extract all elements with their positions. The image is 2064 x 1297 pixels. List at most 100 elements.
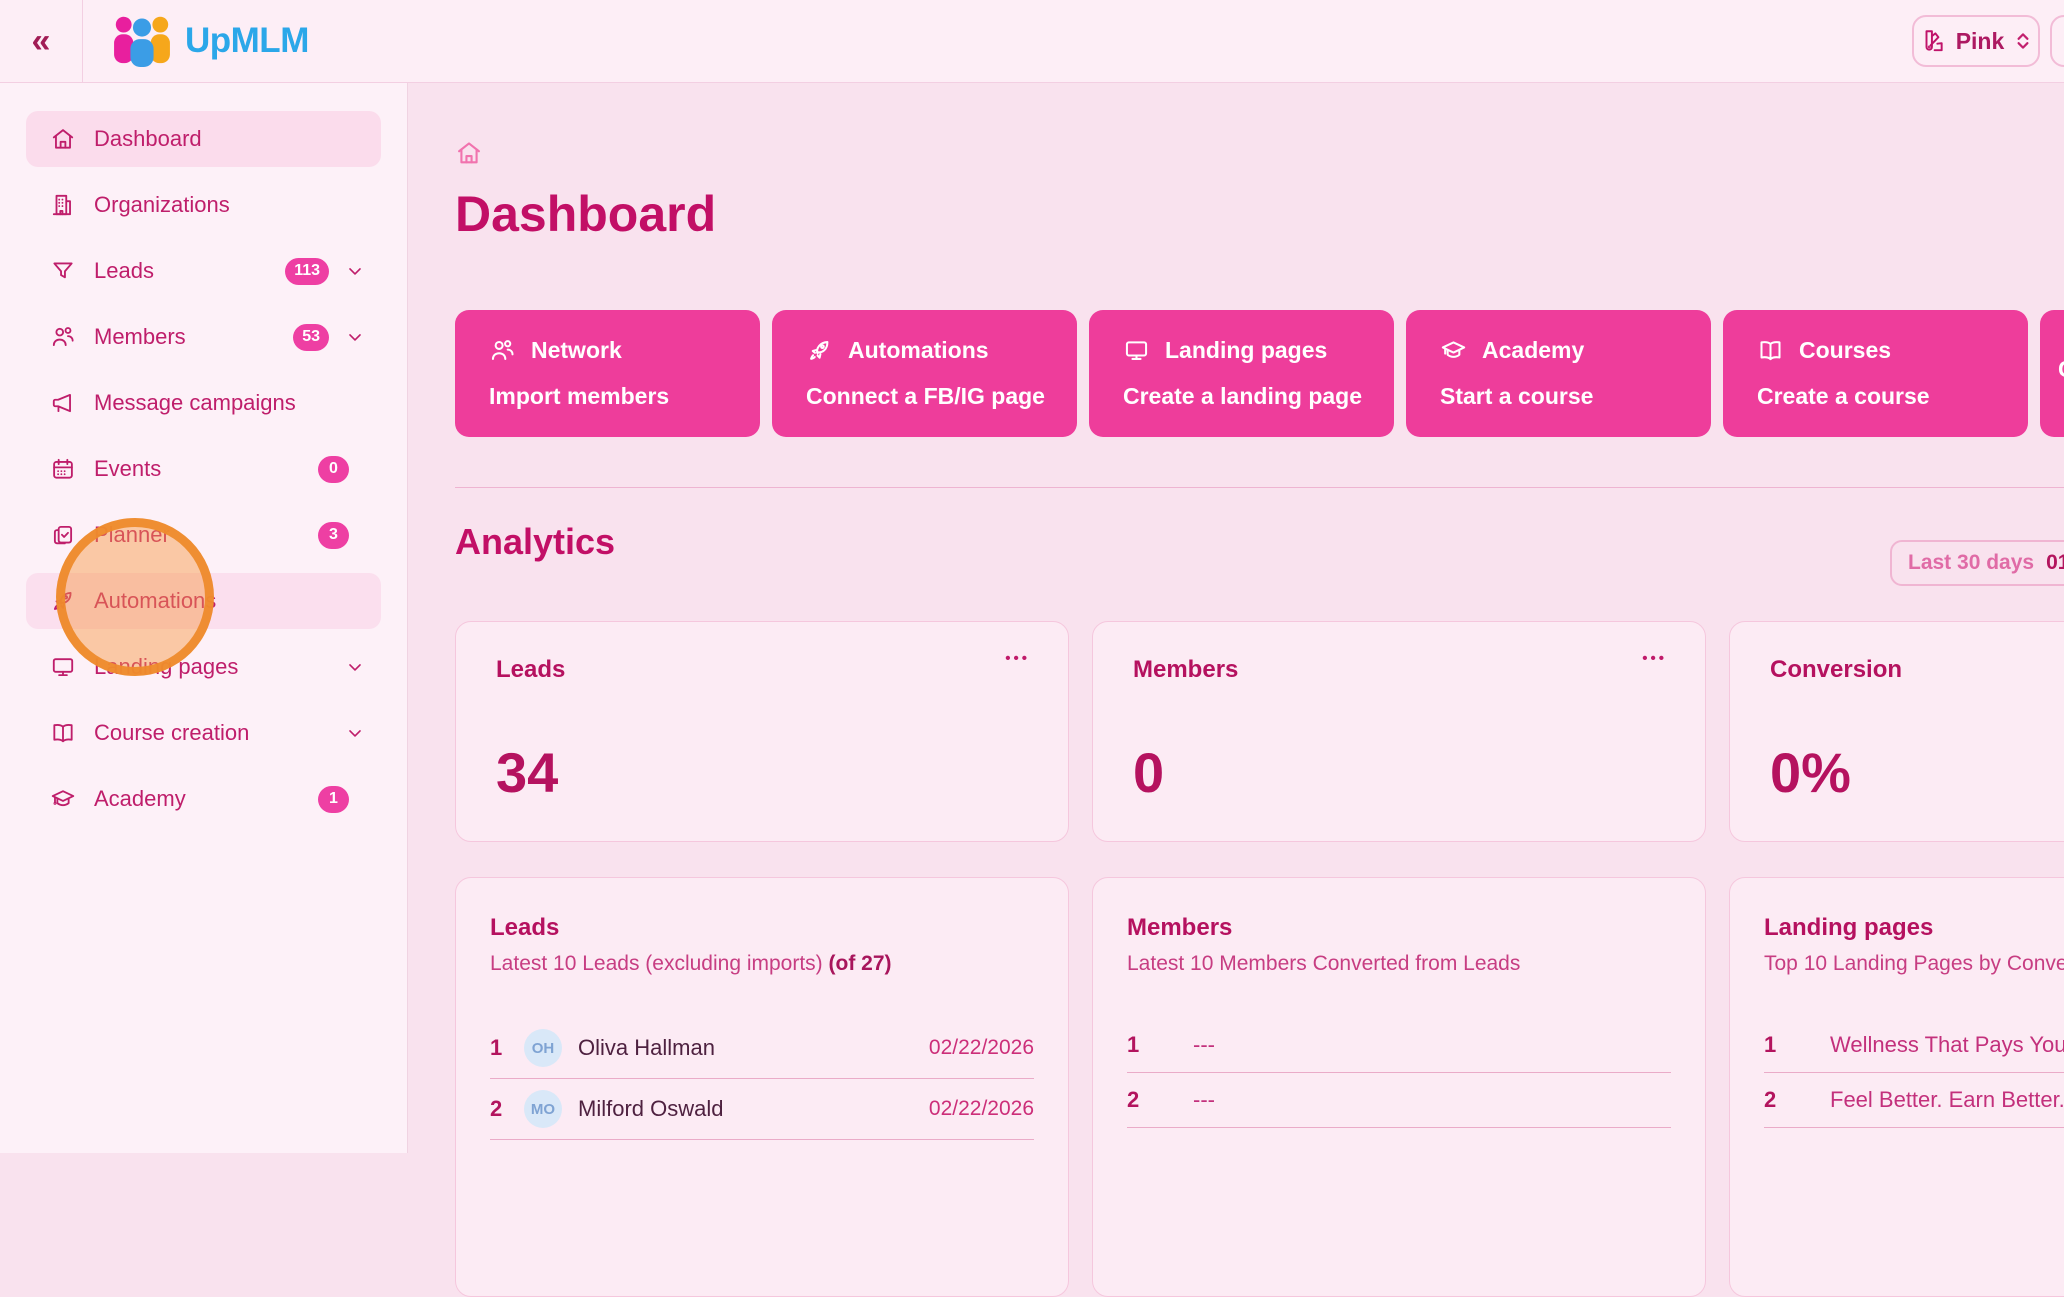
stat-value: 34: [496, 741, 559, 804]
sidebar-item-message-campaigns[interactable]: Message campaigns: [26, 375, 381, 431]
landing-page-name: Wellness That Pays You Back: [1830, 1032, 2064, 1057]
quick-action-automations[interactable]: Automations Connect a FB/IG page: [772, 310, 1077, 437]
quick-action-academy[interactable]: Academy Start a course: [1406, 310, 1711, 437]
quick-action-subtitle: Create a landing page: [1123, 383, 1363, 409]
stat-card-conversion: Conversion 0%: [1729, 621, 2064, 842]
date-range-value: 01/2: [2046, 551, 2064, 574]
sidebar-item-planner[interactable]: Planner 3: [26, 507, 381, 563]
sidebar-item-events[interactable]: Events 0: [26, 441, 381, 497]
app-logo[interactable]: UpMLM: [111, 15, 309, 67]
row-number: 2: [1764, 1087, 1777, 1112]
book-icon: [1757, 337, 1784, 364]
page-title: Dashboard: [455, 186, 717, 242]
member-name: ---: [1193, 1032, 1215, 1057]
home-icon: [50, 126, 76, 152]
funnel-icon: [50, 258, 76, 284]
chevron-up-down-icon: [2014, 30, 2032, 52]
sidebar-collapse-button[interactable]: «: [0, 0, 83, 82]
events-count-badge: 0: [318, 455, 349, 483]
sidebar-item-academy[interactable]: Academy 1: [26, 771, 381, 827]
row-number: 1: [1127, 1032, 1140, 1057]
sidebar-item-dashboard[interactable]: Dashboard: [26, 111, 381, 167]
calendar-icon: [50, 456, 76, 482]
sidebar-item-label: Landing pages: [94, 654, 239, 679]
members-count-badge: 53: [293, 323, 329, 351]
sidebar-item-label: Automations: [94, 588, 217, 613]
list-card-leads: Leads Latest 10 Leads (excluding imports…: [455, 877, 1069, 1297]
list-subtitle: Latest 10 Leads (excluding imports) (of …: [490, 952, 892, 975]
chevron-down-icon[interactable]: [345, 261, 365, 281]
sidebar-item-landing-pages[interactable]: Landing pages: [26, 639, 381, 695]
sidebar-item-label: Message campaigns: [94, 390, 296, 415]
quick-actions-row: Network Import members Automations Conne…: [455, 310, 2064, 437]
stats-row: Leads ••• 34 Members ••• 0 Conversion 0%: [455, 621, 2064, 842]
collapse-chevrons-icon: «: [31, 21, 51, 60]
lead-row[interactable]: 2 MO Milford Oswald 02/22/2026: [490, 1079, 1034, 1140]
ellipsis-menu-icon[interactable]: •••: [1005, 650, 1030, 667]
list-card-landing-pages: Landing pages Top 10 Landing Pages by Co…: [1729, 877, 2064, 1297]
list-title: Members: [1127, 914, 1233, 941]
row-number: 1: [1764, 1032, 1777, 1057]
theme-selector-button[interactable]: Pink: [1912, 15, 2040, 67]
users-icon: [50, 324, 76, 350]
quick-action-title: Academy: [1482, 337, 1585, 363]
list-subtitle: Top 10 Landing Pages by Conversions: [1764, 952, 2064, 975]
graduation-cap-icon: [1440, 337, 1467, 364]
rocket-icon: [50, 588, 76, 614]
theme-name: Pink: [1955, 27, 2005, 54]
landing-page-row[interactable]: 1 Wellness That Pays You Back: [1764, 1018, 2064, 1073]
book-icon: [50, 720, 76, 746]
sidebar-item-label: Dashboard: [94, 126, 202, 151]
swatch-icon: [1920, 28, 1946, 54]
landing-page-row[interactable]: 2 Feel Better. Earn Better.: [1764, 1073, 2064, 1128]
sidebar-item-label: Events: [94, 456, 162, 481]
quick-action-subtitle: C: [2058, 356, 2064, 383]
quick-action-title: Network: [531, 337, 622, 363]
quick-action-cutoff[interactable]: C: [2040, 310, 2064, 437]
chevron-down-icon[interactable]: [345, 723, 365, 743]
sidebar-item-label: Course creation: [94, 720, 250, 745]
rocket-icon: [806, 337, 833, 364]
member-row[interactable]: 2 ---: [1127, 1073, 1671, 1128]
date-range-filter[interactable]: Last 30 days 01/2: [1890, 540, 2064, 586]
quick-action-subtitle: Import members: [489, 383, 670, 409]
quick-action-title: Landing pages: [1165, 337, 1328, 363]
member-row[interactable]: 1 ---: [1127, 1018, 1671, 1073]
sidebar-item-course-creation[interactable]: Course creation: [26, 705, 381, 761]
quick-action-subtitle: Start a course: [1440, 383, 1594, 409]
quick-action-landing-pages[interactable]: Landing pages Create a landing page: [1089, 310, 1394, 437]
breadcrumb-home-icon[interactable]: [455, 139, 483, 167]
list-subtitle: Latest 10 Members Converted from Leads: [1127, 952, 1521, 975]
sidebar-item-members[interactable]: Members 53: [26, 309, 381, 365]
sidebar-item-label: Organizations: [94, 192, 230, 217]
monitor-icon: [50, 654, 76, 680]
sidebar-item-label: Academy: [94, 786, 186, 811]
sidebar-item-automations[interactable]: Automations: [26, 573, 381, 629]
sidebar-item-label: Leads: [94, 258, 154, 283]
list-card-members: Members Latest 10 Members Converted from…: [1092, 877, 1706, 1297]
ellipsis-menu-icon[interactable]: •••: [1642, 650, 1667, 667]
sidebar-item-leads[interactable]: Leads 113: [26, 243, 381, 299]
list-title: Leads: [490, 914, 560, 941]
chevron-down-icon[interactable]: [345, 327, 365, 347]
lead-date: 02/22/2026: [928, 1036, 1034, 1059]
planner-count-badge: 3: [318, 521, 349, 549]
graduation-cap-icon: [50, 786, 76, 812]
users-icon: [489, 337, 516, 364]
quick-action-courses[interactable]: Courses Create a course: [1723, 310, 2028, 437]
sidebar-item-organizations[interactable]: Organizations: [26, 177, 381, 233]
clipboard-check-icon: [50, 522, 76, 548]
quick-action-title: Automations: [848, 337, 989, 363]
quick-action-subtitle: Connect a FB/IG page: [806, 383, 1045, 409]
stat-card-members: Members ••• 0: [1092, 621, 1706, 842]
analytics-heading: Analytics: [455, 521, 616, 562]
monitor-icon: [1123, 337, 1150, 364]
quick-action-network[interactable]: Network Import members: [455, 310, 760, 437]
logo-text: UpMLM: [185, 21, 309, 60]
list-title: Landing pages: [1764, 914, 1934, 941]
quick-action-title: Courses: [1799, 337, 1892, 363]
cutoff-topbar-button[interactable]: [2050, 15, 2064, 67]
logo-people-icon: [111, 15, 173, 67]
chevron-down-icon[interactable]: [345, 657, 365, 677]
lead-row[interactable]: 1 OH Oliva Hallman 02/22/2026: [490, 1018, 1034, 1079]
